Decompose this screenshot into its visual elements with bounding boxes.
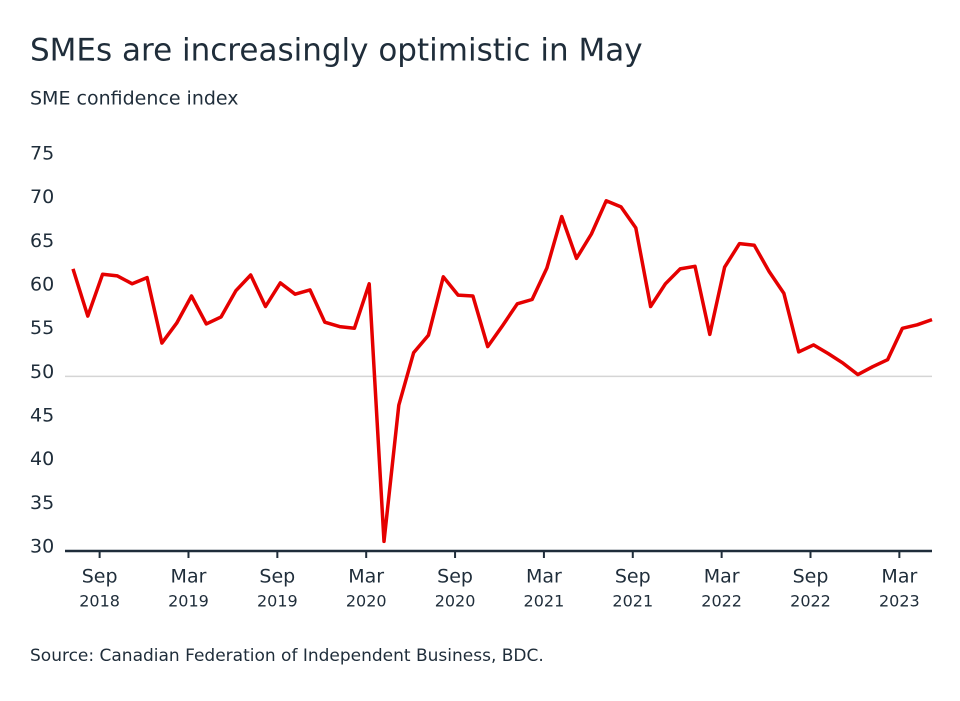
x-tick-label: Sep: [82, 566, 118, 588]
x-tick-label: Mar: [881, 566, 917, 588]
x-tick-year: 2021: [524, 592, 565, 611]
x-tick-year: 2022: [701, 592, 742, 611]
y-tick-label: 75: [30, 143, 54, 165]
chart-subtitle: SME confidence index: [30, 88, 239, 110]
data-line: [71, 199, 933, 544]
x-tick-label: Mar: [526, 566, 562, 588]
x-tick-year: 2020: [435, 592, 476, 611]
x-tick-label: Mar: [704, 566, 740, 588]
y-tick-label: 60: [30, 274, 54, 296]
x-tick-label: Sep: [793, 566, 829, 588]
y-tick-label: 45: [30, 405, 54, 427]
x-tick-label: Mar: [171, 566, 207, 588]
y-tick-label: 35: [30, 492, 54, 514]
x-tick-year: 2023: [879, 592, 920, 611]
y-tick-label: 40: [30, 448, 54, 470]
x-tick-label: Sep: [615, 566, 651, 588]
x-tick-year: 2022: [790, 592, 831, 611]
x-tick-year: 2019: [257, 592, 298, 611]
y-tick-label: 50: [30, 361, 54, 383]
x-tick-label: Sep: [437, 566, 473, 588]
y-tick-label: 30: [30, 536, 54, 558]
x-tick-label: Mar: [348, 566, 384, 588]
y-tick-label: 70: [30, 186, 54, 208]
source-note: Source: Canadian Federation of Independe…: [30, 646, 544, 666]
y-tick-label: 55: [30, 317, 54, 339]
x-tick-label: Sep: [259, 566, 295, 588]
chart-title: SMEs are increasingly optimistic in May: [30, 33, 643, 69]
x-tick-year: 2021: [612, 592, 653, 611]
x-tick-year: 2019: [168, 592, 209, 611]
x-tick-year: 2020: [346, 592, 387, 611]
y-tick-label: 65: [30, 230, 54, 252]
x-tick-year: 2018: [79, 592, 120, 611]
